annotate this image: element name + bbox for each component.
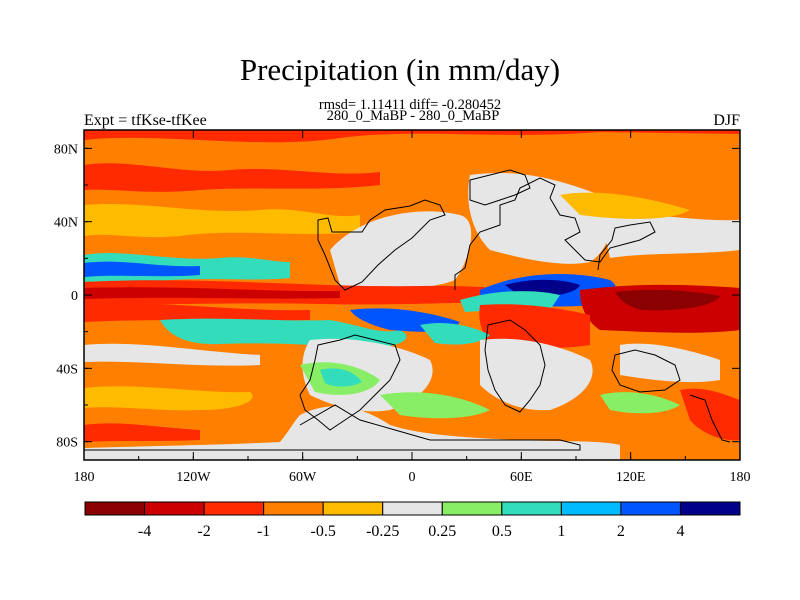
colorbar-label: 4 xyxy=(676,523,684,540)
field-darkred-equator xyxy=(84,287,340,299)
coast-antarctica xyxy=(84,404,581,451)
colorbar-label: -2 xyxy=(197,523,210,540)
y-tick-label: 40S xyxy=(56,362,78,377)
field-red-sw xyxy=(84,423,200,442)
colorbar-label: 2 xyxy=(617,523,625,540)
x-tick-label: 0 xyxy=(409,470,416,485)
field-yellow-ne xyxy=(560,192,690,219)
y-tick-label: 80N xyxy=(54,142,78,157)
field-blue-north xyxy=(84,261,200,277)
field-red-south xyxy=(84,303,310,322)
x-tick-label: 180 xyxy=(74,470,95,485)
y-tick-label: 40N xyxy=(54,216,78,231)
colorbar-swatch xyxy=(620,501,681,516)
chart-subtitle: 280_0_MaBP - 280_0_MaBP xyxy=(326,108,500,124)
colorbar-swatch xyxy=(679,501,741,516)
colorbar-swatch xyxy=(84,501,146,516)
x-tick-label: 60E xyxy=(510,470,533,485)
field-green-s2 xyxy=(380,392,490,419)
x-tick-label: 60W xyxy=(289,470,317,485)
x-tick-label: 180 xyxy=(730,470,751,485)
colorbar-swatch xyxy=(560,501,622,516)
colorbar-swatch xyxy=(203,501,265,516)
coast-southamerica xyxy=(299,334,401,431)
colorbar-label: 0.25 xyxy=(428,523,456,540)
colorbar-label: 1 xyxy=(557,523,565,540)
coast-greenland xyxy=(469,169,531,206)
field-yellow-south xyxy=(84,386,253,411)
field-grey-asia-east xyxy=(600,213,740,258)
colorbar-swatch xyxy=(263,501,324,516)
field-cyan-sc xyxy=(420,323,490,345)
coast-africa xyxy=(484,319,546,413)
coast-northamerica xyxy=(317,199,446,291)
chart-title: Precipitation (in mm/day) xyxy=(239,52,561,87)
coast-australia xyxy=(611,349,681,393)
field-darkred-wpac xyxy=(615,289,720,311)
field-grey-africa xyxy=(480,338,593,411)
y-tick-label: 0 xyxy=(71,289,78,304)
field-cyan-s1 xyxy=(320,368,362,387)
colorbar-swatch xyxy=(441,501,503,516)
colorbar-label: -1 xyxy=(257,523,270,540)
field-grey-south-band xyxy=(84,343,260,366)
field-north-yellow xyxy=(84,203,360,238)
colorbar: -4 -2 -1 -0.5 -0.25 0.25 0.5 1 2 4 xyxy=(84,501,741,540)
colorbar-label: -4 xyxy=(138,523,151,540)
field-north-red xyxy=(84,130,740,143)
field-grey-namerica xyxy=(330,211,472,290)
stats-line: rmsd= 1.11411 diff= -0.280452 xyxy=(318,97,502,113)
y-axis-ticks: 80N 40N 0 40S 80S xyxy=(54,142,740,451)
season-label: DJF xyxy=(713,112,740,129)
field-north-red2 xyxy=(84,163,380,192)
experiment-label: Expt = tfKse-tfKee xyxy=(84,112,207,129)
colorbar-label: -0.5 xyxy=(311,523,336,540)
map-field xyxy=(84,130,740,460)
coast-nz xyxy=(689,394,731,443)
colorbar-swatch xyxy=(382,501,443,516)
field-green-s3 xyxy=(600,392,680,414)
field-grey-antarctica xyxy=(84,406,620,460)
colorbar-swatch xyxy=(144,501,205,516)
colorbar-label: 0.5 xyxy=(492,523,512,540)
field-red-sc xyxy=(479,304,590,349)
colorbar-label: -0.25 xyxy=(366,523,399,540)
coastlines xyxy=(84,169,731,451)
x-tick-label: 120E xyxy=(616,470,646,485)
x-axis-ticks: 180 120W 60W 0 60E 120E 180 xyxy=(74,130,751,485)
x-tick-label: 120W xyxy=(176,470,211,485)
coast-eurasia xyxy=(454,177,656,290)
colorbar-swatch xyxy=(501,501,562,516)
colorbar-swatch xyxy=(322,501,384,516)
y-tick-label: 80S xyxy=(56,436,78,451)
